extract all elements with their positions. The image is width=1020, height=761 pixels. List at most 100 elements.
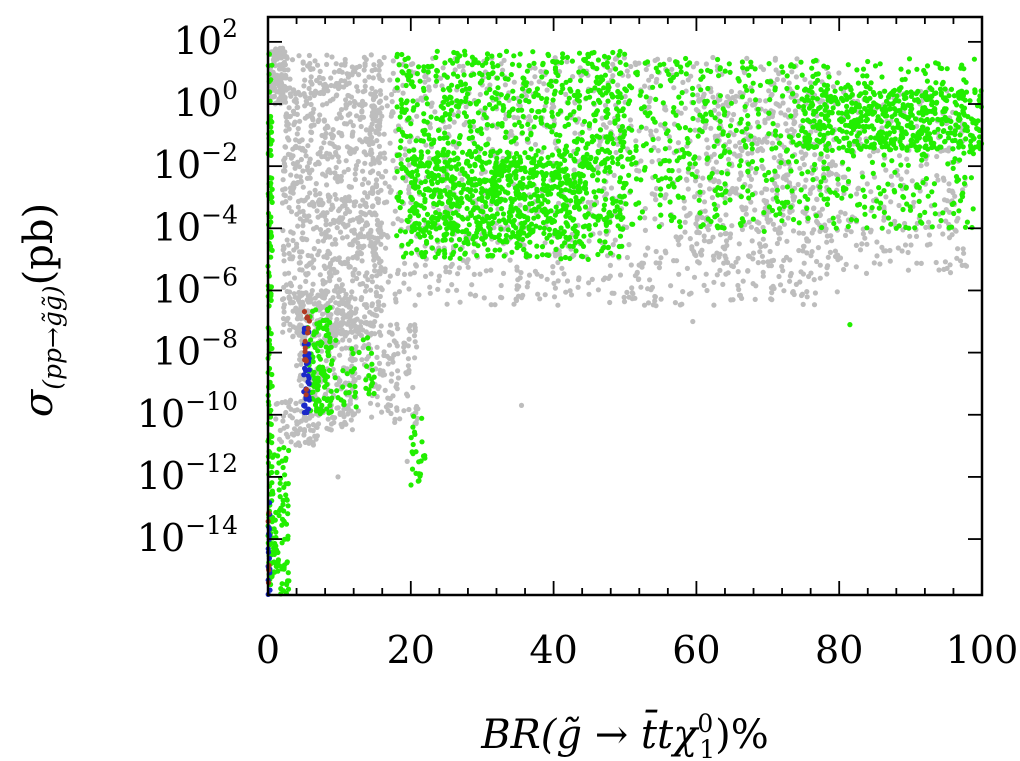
- data-point: [451, 150, 457, 156]
- data-point: [498, 92, 504, 98]
- data-point: [359, 181, 366, 187]
- data-point: [477, 80, 483, 86]
- data-point: [729, 117, 735, 123]
- data-point: [494, 201, 500, 207]
- data-point: [811, 205, 817, 211]
- data-point: [520, 113, 526, 120]
- data-point: [552, 65, 559, 71]
- data-point: [543, 69, 550, 75]
- data-point: [464, 205, 470, 212]
- data-point: [459, 200, 465, 206]
- data-point: [555, 302, 561, 308]
- data-point: [498, 226, 504, 232]
- data-point: [575, 284, 581, 290]
- data-point: [526, 88, 532, 94]
- data-point: [401, 280, 407, 286]
- data-point: [361, 54, 367, 61]
- data-point: [293, 400, 299, 406]
- data-point: [420, 138, 426, 144]
- data-point: [295, 314, 301, 320]
- data-point: [528, 169, 534, 175]
- data-point: [538, 118, 544, 124]
- data-point: [736, 292, 743, 298]
- data-point: [310, 281, 316, 287]
- data-point: [421, 192, 427, 198]
- data-point: [715, 103, 721, 109]
- data-point: [437, 135, 443, 141]
- data-point: [328, 75, 334, 81]
- data-point: [772, 57, 778, 63]
- data-point: [344, 206, 350, 212]
- data-point: [360, 114, 367, 120]
- data-point: [763, 98, 769, 104]
- data-point: [814, 196, 820, 202]
- data-point: [541, 145, 547, 151]
- data-point: [421, 87, 427, 94]
- data-point: [576, 275, 582, 281]
- data-point: [482, 150, 488, 156]
- data-point: [610, 61, 616, 67]
- data-point: [280, 177, 286, 183]
- data-point: [611, 290, 617, 296]
- data-point: [407, 139, 413, 145]
- data-point: [322, 391, 329, 397]
- data-point: [561, 271, 567, 277]
- data-point: [318, 89, 324, 95]
- data-point: [477, 70, 483, 76]
- data-point: [578, 78, 584, 84]
- data-point: [649, 73, 655, 79]
- data-point: [315, 325, 322, 331]
- data-point: [397, 416, 403, 422]
- data-point: [840, 174, 846, 180]
- data-point: [302, 197, 308, 203]
- data-point: [377, 98, 383, 104]
- data-point: [954, 218, 960, 224]
- data-point: [553, 78, 559, 84]
- data-point: [571, 109, 577, 115]
- data-point: [770, 257, 777, 263]
- data-point: [539, 95, 545, 101]
- data-point: [561, 229, 567, 235]
- data-point: [824, 265, 830, 271]
- data-point: [548, 78, 554, 84]
- data-point: [711, 302, 717, 308]
- data-point: [387, 189, 393, 195]
- data-point: [785, 107, 792, 113]
- data-point: [362, 190, 368, 196]
- data-point: [439, 152, 445, 158]
- data-point: [501, 57, 507, 64]
- data-point: [368, 147, 374, 153]
- data-point: [739, 226, 746, 233]
- data-point: [273, 416, 279, 422]
- data-point: [582, 186, 588, 192]
- data-point: [400, 90, 406, 96]
- data-point: [582, 213, 588, 219]
- data-point: [487, 82, 493, 88]
- data-point: [934, 173, 940, 179]
- data-point: [646, 77, 652, 83]
- data-point: [269, 137, 275, 144]
- data-point: [283, 128, 289, 134]
- data-point: [345, 166, 351, 173]
- data-point: [943, 207, 949, 213]
- data-point: [327, 234, 333, 240]
- data-point: [563, 220, 569, 226]
- data-point: [510, 233, 516, 239]
- data-point: [543, 212, 549, 218]
- data-point: [628, 262, 634, 268]
- data-point: [328, 82, 334, 89]
- data-point: [334, 307, 340, 313]
- data-point: [401, 132, 407, 138]
- data-point: [513, 163, 519, 169]
- data-point: [657, 260, 663, 266]
- data-point: [700, 175, 706, 181]
- data-point: [760, 147, 766, 153]
- data-point: [281, 445, 287, 451]
- data-point: [624, 68, 630, 74]
- data-point: [306, 52, 312, 59]
- data-point: [654, 56, 661, 62]
- data-point: [727, 235, 733, 241]
- data-point: [544, 87, 550, 93]
- data-point: [366, 74, 372, 80]
- data-point: [376, 58, 382, 65]
